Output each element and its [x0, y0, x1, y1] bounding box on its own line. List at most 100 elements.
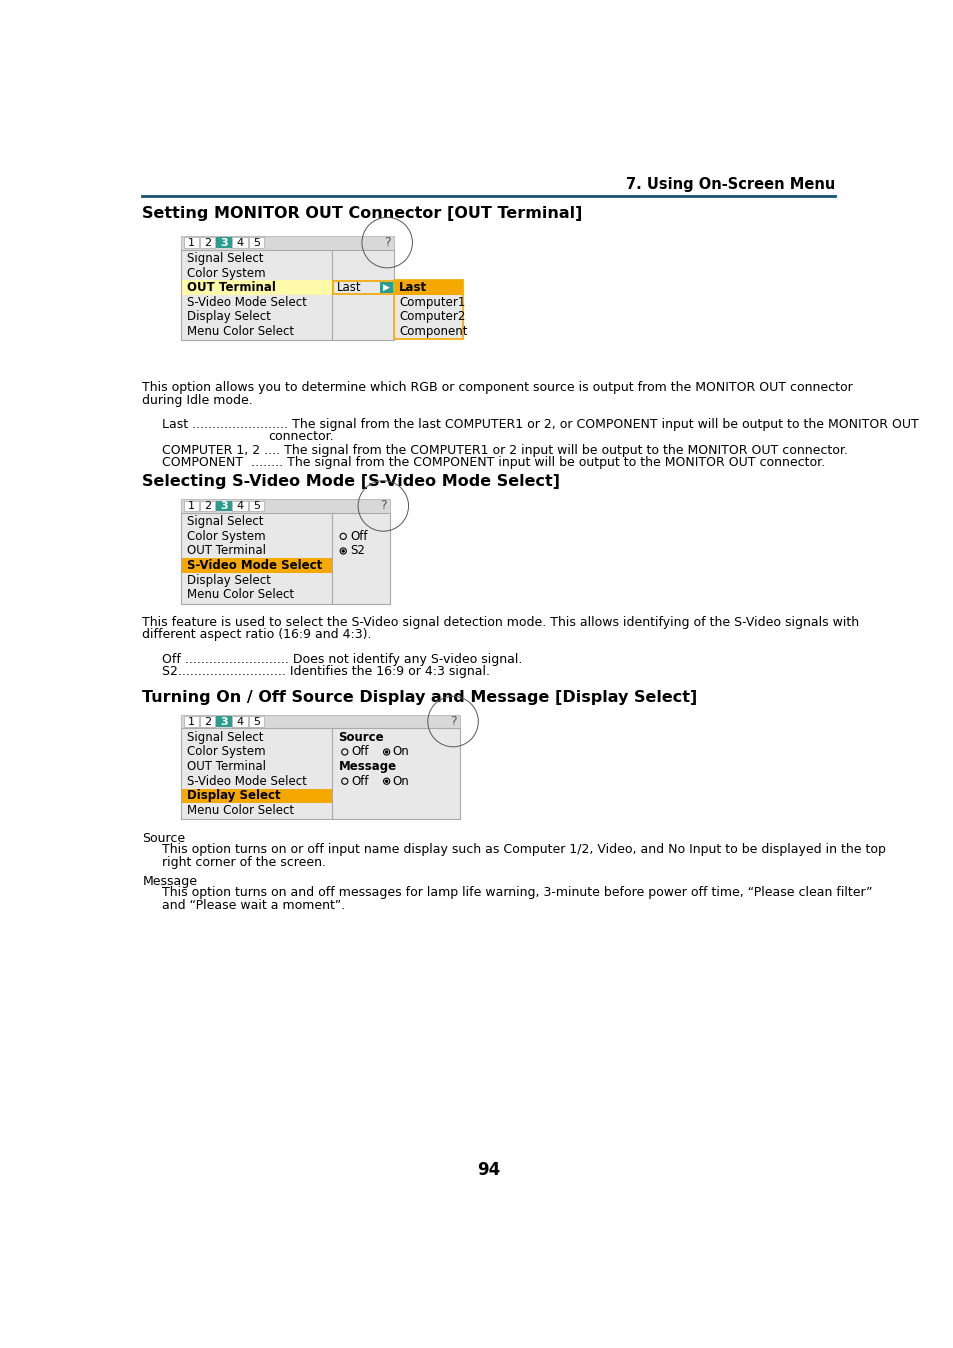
Text: Last: Last [398, 282, 427, 294]
Text: Color System: Color System [187, 267, 266, 279]
Text: Source: Source [142, 832, 186, 845]
Text: Last ........................ The signal from the last COMPUTER1 or 2, or COMPON: Last ........................ The signal… [162, 418, 918, 431]
Text: COMPONENT  ........ The signal from the COMPONENT input will be output to the MO: COMPONENT ........ The signal from the C… [162, 456, 824, 469]
Circle shape [384, 751, 388, 754]
FancyBboxPatch shape [199, 237, 215, 248]
FancyBboxPatch shape [181, 728, 332, 820]
Text: 7. Using On-Screen Menu: 7. Using On-Screen Menu [625, 178, 835, 193]
Text: Off: Off [351, 745, 368, 759]
Text: On: On [393, 745, 409, 759]
Text: This option allows you to determine which RGB or component source is output from: This option allows you to determine whic… [142, 381, 852, 394]
FancyBboxPatch shape [249, 716, 264, 727]
Text: 3: 3 [220, 717, 228, 727]
Text: 1: 1 [188, 501, 194, 511]
Text: Message: Message [338, 760, 396, 774]
Text: Signal Select: Signal Select [187, 252, 264, 266]
Text: 94: 94 [476, 1162, 500, 1180]
Text: This option turns on and off messages for lamp life warning, 3-minute before pow: This option turns on and off messages fo… [162, 887, 871, 899]
Text: On: On [393, 775, 409, 787]
FancyBboxPatch shape [183, 500, 199, 511]
Text: Signal Select: Signal Select [187, 731, 264, 744]
FancyBboxPatch shape [233, 237, 248, 248]
Text: connector.: connector. [268, 430, 334, 443]
Text: Menu Color Select: Menu Color Select [187, 588, 294, 601]
Text: 4: 4 [236, 501, 243, 511]
FancyBboxPatch shape [233, 500, 248, 511]
FancyBboxPatch shape [332, 512, 390, 604]
Text: Display Select: Display Select [187, 790, 281, 802]
Text: S-Video Mode Select: S-Video Mode Select [187, 295, 307, 309]
Circle shape [384, 779, 388, 783]
FancyBboxPatch shape [181, 512, 332, 604]
Text: Off .......................... Does not identify any S-video signal.: Off .......................... Does not … [162, 652, 521, 666]
Text: 1: 1 [188, 717, 194, 727]
FancyBboxPatch shape [332, 249, 394, 341]
Text: Off: Off [350, 530, 367, 543]
FancyBboxPatch shape [216, 716, 232, 727]
Text: 5: 5 [253, 717, 259, 727]
Text: different aspect ratio (16:9 and 4:3).: different aspect ratio (16:9 and 4:3). [142, 628, 372, 642]
Text: Last: Last [336, 282, 361, 294]
Text: Color System: Color System [187, 745, 266, 759]
Text: ▶: ▶ [383, 283, 390, 293]
Text: Computer1: Computer1 [398, 295, 465, 309]
Text: 3: 3 [220, 237, 228, 248]
FancyBboxPatch shape [181, 499, 390, 512]
Text: OUT Terminal: OUT Terminal [187, 282, 276, 294]
FancyBboxPatch shape [181, 236, 394, 249]
FancyBboxPatch shape [249, 237, 264, 248]
Text: Computer2: Computer2 [398, 310, 465, 324]
FancyBboxPatch shape [249, 500, 264, 511]
Text: Message: Message [142, 875, 197, 888]
FancyBboxPatch shape [181, 714, 459, 728]
Circle shape [341, 549, 345, 553]
FancyBboxPatch shape [182, 789, 332, 803]
Text: S-Video Mode Select: S-Video Mode Select [187, 559, 322, 572]
Text: Off: Off [351, 775, 368, 787]
Text: ?: ? [379, 500, 386, 512]
Text: Component: Component [398, 325, 467, 338]
Text: 5: 5 [253, 237, 259, 248]
Text: Menu Color Select: Menu Color Select [187, 325, 294, 338]
FancyBboxPatch shape [216, 237, 232, 248]
Text: This feature is used to select the S-Video signal detection mode. This allows id: This feature is used to select the S-Vid… [142, 616, 859, 630]
Text: 4: 4 [236, 237, 243, 248]
Text: 5: 5 [253, 501, 259, 511]
Text: OUT Terminal: OUT Terminal [187, 545, 266, 558]
Text: 4: 4 [236, 717, 243, 727]
FancyBboxPatch shape [216, 500, 232, 511]
Text: and “Please wait a moment”.: and “Please wait a moment”. [162, 899, 345, 911]
Text: S-Video Mode Select: S-Video Mode Select [187, 775, 307, 787]
Text: Display Select: Display Select [187, 574, 271, 586]
Text: right corner of the screen.: right corner of the screen. [162, 856, 326, 868]
Text: COMPUTER 1, 2 .... The signal from the COMPUTER1 or 2 input will be output to th: COMPUTER 1, 2 .... The signal from the C… [162, 443, 847, 457]
FancyBboxPatch shape [199, 500, 215, 511]
FancyBboxPatch shape [182, 280, 332, 295]
FancyBboxPatch shape [199, 716, 215, 727]
FancyBboxPatch shape [233, 716, 248, 727]
FancyBboxPatch shape [394, 280, 462, 295]
Text: 2: 2 [204, 501, 211, 511]
Text: 2: 2 [204, 237, 211, 248]
Text: Display Select: Display Select [187, 310, 271, 324]
Text: This option turns on or off input name display such as Computer 1/2, Video, and : This option turns on or off input name d… [162, 844, 884, 856]
Text: Selecting S-Video Mode [S-Video Mode Select]: Selecting S-Video Mode [S-Video Mode Sel… [142, 474, 560, 489]
FancyBboxPatch shape [332, 728, 459, 820]
FancyBboxPatch shape [394, 280, 462, 338]
FancyBboxPatch shape [380, 282, 393, 294]
FancyBboxPatch shape [183, 716, 199, 727]
Text: S2: S2 [350, 545, 365, 558]
Text: 3: 3 [220, 501, 228, 511]
FancyBboxPatch shape [182, 558, 332, 573]
Text: ?: ? [383, 236, 390, 249]
FancyBboxPatch shape [333, 282, 394, 294]
Text: 1: 1 [188, 237, 194, 248]
Text: Color System: Color System [187, 530, 266, 543]
FancyBboxPatch shape [183, 237, 199, 248]
Text: Signal Select: Signal Select [187, 515, 264, 528]
Text: Turning On / Off Source Display and Message [Display Select]: Turning On / Off Source Display and Mess… [142, 690, 697, 705]
Text: 2: 2 [204, 717, 211, 727]
FancyBboxPatch shape [181, 249, 332, 341]
Text: S2........................... Identifies the 16:9 or 4:3 signal.: S2........................... Identifies… [162, 666, 489, 678]
Text: ?: ? [449, 714, 456, 728]
